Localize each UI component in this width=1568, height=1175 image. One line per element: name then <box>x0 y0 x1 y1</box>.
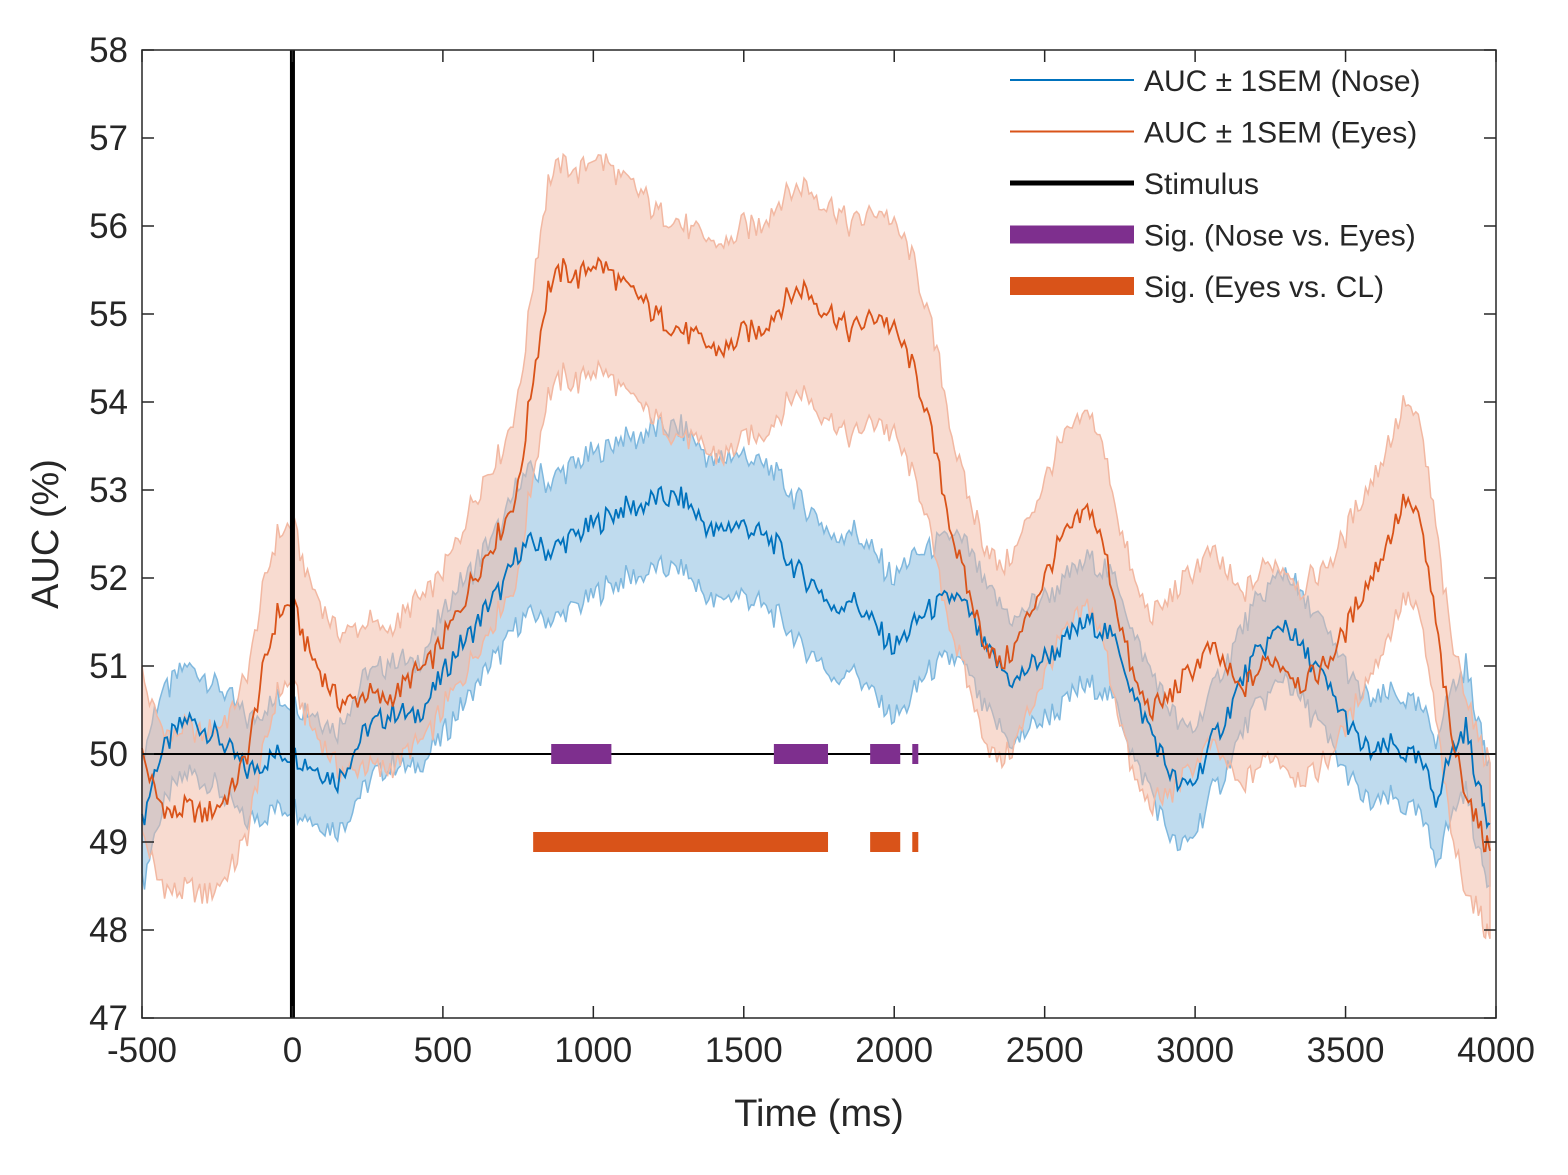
y-tick-label: 53 <box>89 471 128 510</box>
y-tick-label: 52 <box>89 559 128 598</box>
legend-eyes-label: AUC ± 1SEM (Eyes) <box>1144 117 1417 150</box>
x-tick-label: 3500 <box>1307 1031 1385 1070</box>
sig-bar-sig-nose-vs-eyes <box>773 744 829 764</box>
x-tick-label: 4000 <box>1457 1031 1535 1070</box>
y-tick-label: 56 <box>89 207 128 246</box>
x-tick-label: 500 <box>414 1031 472 1070</box>
sig-bar-sig-nose-vs-eyes <box>870 744 901 764</box>
sem-band-auc-1sem-eyes <box>141 152 1491 940</box>
sig-bar-sig-eyes-vs-cl <box>533 832 829 852</box>
x-tick-label: 1500 <box>705 1031 783 1070</box>
x-tick-label: 0 <box>283 1031 302 1070</box>
x-tick-label: 1000 <box>554 1031 632 1070</box>
sig-bar-sig-eyes-vs-cl <box>912 832 919 852</box>
sem-bands <box>141 152 1491 940</box>
y-axis-label: AUC (%) <box>25 459 67 609</box>
legend-sig-eyes-cl-label: Sig. (Eyes vs. CL) <box>1144 271 1384 304</box>
y-tick-label: 55 <box>89 295 128 334</box>
sig-bar-sig-eyes-vs-cl <box>870 832 901 852</box>
legend: AUC ± 1SEM (Nose) AUC ± 1SEM (Eyes) Stimul… <box>1010 65 1421 304</box>
sig-bar-sig-nose-vs-eyes <box>551 744 612 764</box>
x-tick-label: -500 <box>107 1031 177 1070</box>
x-axis-label: Time (ms) <box>734 1093 904 1135</box>
y-tick-label: 57 <box>89 119 128 158</box>
legend-nose-label: AUC ± 1SEM (Nose) <box>1144 65 1421 98</box>
series-line-auc-1sem-nose <box>141 485 1491 830</box>
x-tick-label: 2500 <box>1006 1031 1084 1070</box>
series-lines <box>141 256 1491 853</box>
x-tick-label: 2000 <box>855 1031 933 1070</box>
legend-stimulus-label: Stimulus <box>1144 168 1259 201</box>
y-tick-label: 49 <box>89 823 128 862</box>
sig-bar-sig-nose-vs-eyes <box>912 744 919 764</box>
significance-bars <box>533 744 919 852</box>
legend-sig-nose-eyes-label: Sig. (Nose vs. Eyes) <box>1144 220 1416 253</box>
y-tick-label: 47 <box>89 999 128 1038</box>
y-tick-label: 54 <box>89 383 128 422</box>
axes: -500 0 500 1000 1500 2000 2500 3000 3500 4000 47 48… <box>89 31 1535 1070</box>
y-tick-label: 48 <box>89 911 128 950</box>
x-tick-label: 3000 <box>1156 1031 1234 1070</box>
y-tick-label: 58 <box>89 31 128 70</box>
plot-frame <box>141 49 1497 1019</box>
y-tick-label: 51 <box>89 647 128 686</box>
series-line-auc-1sem-eyes <box>141 256 1491 853</box>
y-tick-label: 50 <box>89 735 128 774</box>
